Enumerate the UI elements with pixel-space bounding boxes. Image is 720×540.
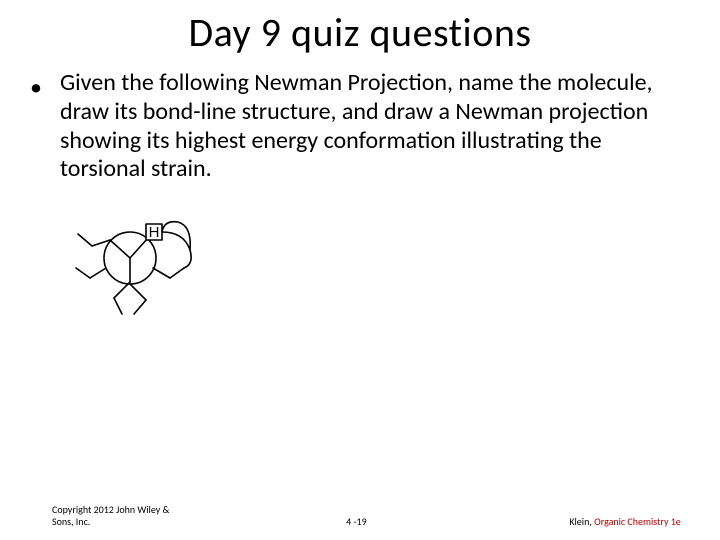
- bullet-marker: •: [30, 69, 60, 184]
- slide-title: Day 9 quiz questions: [0, 0, 720, 57]
- newman-projection-diagram: H: [62, 202, 720, 327]
- page-number: 4 -19: [238, 515, 476, 528]
- h-label: H: [149, 224, 160, 241]
- content-area: • Given the following Newman Projection,…: [0, 57, 720, 184]
- question-text: Given the following Newman Projection, n…: [60, 69, 680, 184]
- copyright: Copyright 2012 John Wiley & Sons, Inc.: [0, 504, 238, 528]
- footer: Copyright 2012 John Wiley & Sons, Inc. 4…: [0, 504, 720, 528]
- book-reference: Klein, Organic Chemistry 1e: [475, 515, 713, 528]
